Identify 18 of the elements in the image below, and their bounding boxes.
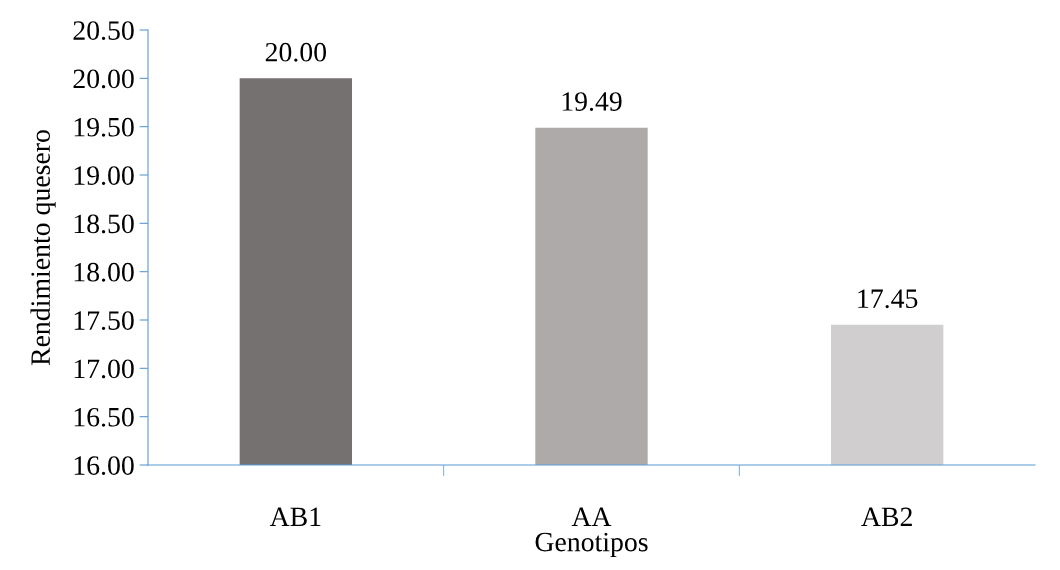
y-tick-label: 16.00 <box>74 456 134 476</box>
data-label: 20.00 <box>265 42 327 62</box>
y-tick-label: 17.50 <box>74 311 134 331</box>
y-tick-label: 19.50 <box>74 117 134 137</box>
data-label: 17.45 <box>858 289 918 309</box>
data-label: 19.49 <box>562 92 622 111</box>
x-tick-label: AB2 <box>861 507 912 527</box>
x-tick-label: AA <box>571 507 612 526</box>
y-axis-title: Rendimiento quesero <box>30 130 56 366</box>
y-tick-label: 18.00 <box>74 262 134 282</box>
y-tick-label: 20.00 <box>73 69 134 89</box>
y-tick-label: 16.50 <box>74 407 134 427</box>
y-tick-label: 20.50 <box>73 21 134 41</box>
x-axis-title: Genotipos <box>535 532 648 558</box>
x-tick-label: AB1 <box>269 507 321 527</box>
y-tick-label: 19.00 <box>74 166 134 186</box>
y-tick-label: 18.50 <box>74 214 134 234</box>
y-tick-label: 17.00 <box>74 359 134 379</box>
